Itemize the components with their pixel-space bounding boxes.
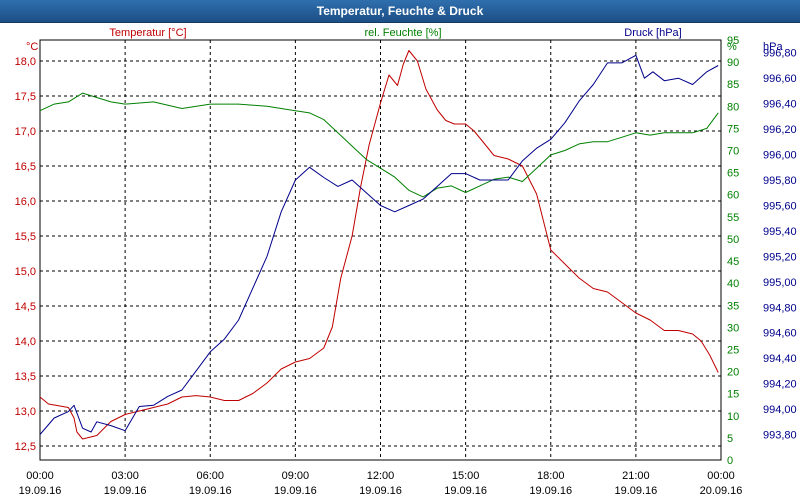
pressure-tick-label: 994,20 bbox=[763, 379, 797, 391]
humidity-tick-label: 85 bbox=[727, 79, 739, 91]
temperature-tick-label: 16,0 bbox=[15, 196, 36, 208]
humidity-tick-label: 5 bbox=[727, 433, 733, 445]
humidity-tick-label: 90 bbox=[727, 57, 739, 69]
x-tick-time: 21:00 bbox=[622, 470, 650, 482]
humidity-tick-label: 70 bbox=[727, 146, 739, 158]
pressure-tick-label: 996,60 bbox=[763, 73, 797, 85]
x-tick-date: 19.09.16 bbox=[529, 485, 572, 497]
temperature-tick-label: 17,0 bbox=[15, 126, 36, 138]
series-lines bbox=[39, 50, 719, 440]
pressure-tick-label: 995,80 bbox=[763, 175, 797, 187]
x-tick-time: 12:00 bbox=[367, 470, 395, 482]
pressure-tick-label: 996,00 bbox=[763, 150, 797, 162]
temperature-tick-label: 13,5 bbox=[15, 371, 36, 383]
window-title: Temperatur, Feuchte & Druck bbox=[0, 0, 800, 23]
humidity-tick-label: 30 bbox=[727, 322, 739, 334]
temperature-tick-label: 15,5 bbox=[15, 231, 36, 243]
pressure-tick-label: 995,40 bbox=[763, 226, 797, 238]
x-tick-time: 00:00 bbox=[707, 470, 735, 482]
x-tick-time: 09:00 bbox=[282, 470, 310, 482]
pressure-tick-label: 995,20 bbox=[763, 251, 797, 263]
pressure-tick-label: 994,80 bbox=[763, 302, 797, 314]
pressure-tick-label: 995,60 bbox=[763, 200, 797, 212]
temperature-tick-label: 17,5 bbox=[15, 91, 36, 103]
pressure-tick-label: 994,60 bbox=[763, 328, 797, 340]
humidity-tick-label: 60 bbox=[727, 190, 739, 202]
temperature-axis-label: Temperatur [°C] bbox=[109, 27, 186, 39]
x-tick-time: 03:00 bbox=[111, 470, 139, 482]
x-tick-time: 18:00 bbox=[537, 470, 565, 482]
humidity-tick-label: 0 bbox=[727, 455, 733, 467]
x-tick-time: 15:00 bbox=[452, 470, 480, 482]
humidity-tick-label: 65 bbox=[727, 168, 739, 180]
temperature-tick-label: 14,5 bbox=[15, 301, 36, 313]
temperature-tick-label: 12,5 bbox=[15, 441, 36, 453]
temperature-tick-label: 18,0 bbox=[15, 56, 36, 68]
humidity-tick-label: 50 bbox=[727, 234, 739, 246]
pressure-line bbox=[39, 54, 719, 435]
temperature-tick-label: 15,0 bbox=[15, 266, 36, 278]
humidity-tick-label: 40 bbox=[727, 278, 739, 290]
x-tick-date: 20.09.16 bbox=[700, 485, 743, 497]
temperature-tick-label: 13,0 bbox=[15, 406, 36, 418]
humidity-tick-label: 25 bbox=[727, 344, 739, 356]
humidity-tick-label: 95 bbox=[727, 35, 739, 47]
humidity-tick-label: 10 bbox=[727, 411, 739, 423]
humidity-tick-label: 45 bbox=[727, 256, 739, 268]
pressure-tick-label: 996,20 bbox=[763, 124, 797, 136]
temperature-line bbox=[39, 50, 719, 440]
temperature-tick-label: 16,5 bbox=[15, 161, 36, 173]
x-tick-date: 19.09.16 bbox=[189, 485, 232, 497]
humidity-line bbox=[39, 92, 719, 198]
pressure-tick-label: 996,80 bbox=[763, 48, 797, 60]
humidity-tick-label: 80 bbox=[727, 101, 739, 113]
pressure-axis-label: Druck [hPa] bbox=[624, 27, 681, 39]
x-tick-time: 00:00 bbox=[26, 470, 54, 482]
pressure-tick-label: 996,40 bbox=[763, 99, 797, 111]
pressure-tick-label: 994,00 bbox=[763, 404, 797, 416]
temperature-tick-label: 14,0 bbox=[15, 336, 36, 348]
humidity-tick-label: 35 bbox=[727, 300, 739, 312]
tick-labels: 12,5 13,0 13,5 14,0 14,5 15,0 15,5 16,0 16,5 17,0… bbox=[15, 35, 797, 497]
pressure-tick-label: 993,80 bbox=[763, 430, 797, 442]
humidity-axis-label: rel. Feuchte [%] bbox=[364, 27, 441, 39]
pressure-unit-label: hPa bbox=[763, 41, 783, 53]
x-tick-date: 19.09.16 bbox=[444, 485, 487, 497]
pressure-tick-label: 994,40 bbox=[763, 353, 797, 365]
humidity-tick-label: 20 bbox=[727, 367, 739, 379]
x-tick-date: 19.09.16 bbox=[104, 485, 147, 497]
humidity-tick-label: 75 bbox=[727, 123, 739, 135]
x-tick-date: 19.09.16 bbox=[614, 485, 657, 497]
x-tick-date: 19.09.16 bbox=[19, 485, 62, 497]
temperature-unit-label: °C bbox=[26, 41, 38, 53]
x-tick-date: 19.09.16 bbox=[359, 485, 402, 497]
humidity-tick-label: 15 bbox=[727, 389, 739, 401]
x-tick-time: 06:00 bbox=[196, 470, 224, 482]
humidity-unit-label: % bbox=[727, 41, 737, 53]
x-tick-date: 19.09.16 bbox=[274, 485, 317, 497]
humidity-tick-label: 55 bbox=[727, 212, 739, 224]
pressure-tick-label: 995,00 bbox=[763, 277, 797, 289]
